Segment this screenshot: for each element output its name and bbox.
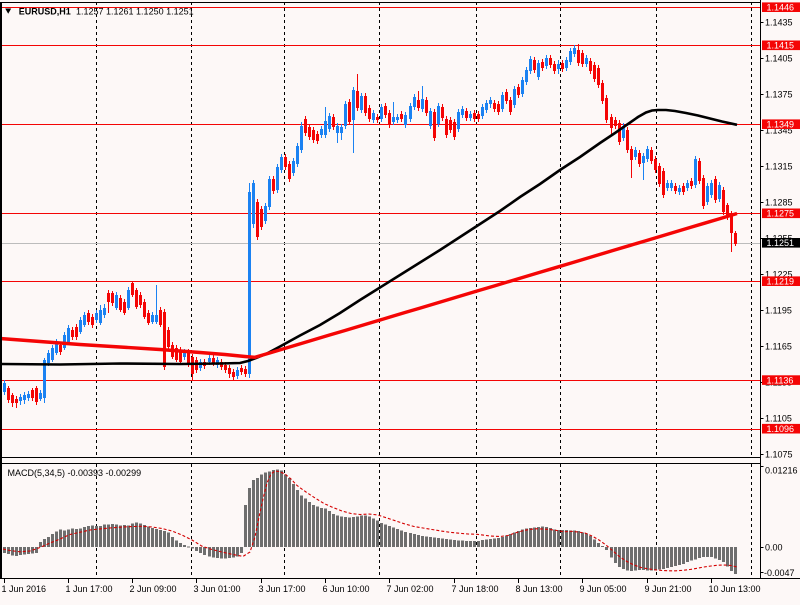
svg-text:8 Jun 13:00: 8 Jun 13:00 xyxy=(516,584,563,594)
svg-text:1.1096: 1.1096 xyxy=(767,424,795,434)
svg-text:1.1275: 1.1275 xyxy=(767,209,795,219)
svg-text:0.01216: 0.01216 xyxy=(765,465,798,475)
svg-text:1.1136: 1.1136 xyxy=(767,375,794,385)
svg-text:7 Jun 18:00: 7 Jun 18:00 xyxy=(452,584,499,594)
svg-text:2 Jun 09:00: 2 Jun 09:00 xyxy=(130,584,177,594)
svg-text:1.1165: 1.1165 xyxy=(765,341,792,351)
svg-text:6 Jun 10:00: 6 Jun 10:00 xyxy=(323,584,370,594)
svg-text:1.1345: 1.1345 xyxy=(765,125,793,135)
svg-text:1.1435: 1.1435 xyxy=(765,17,793,27)
svg-text:1.1349: 1.1349 xyxy=(767,120,795,130)
svg-text:1.1251: 1.1251 xyxy=(767,238,795,248)
svg-text:1.1225: 1.1225 xyxy=(765,269,793,279)
svg-text:1.1195: 1.1195 xyxy=(765,305,792,315)
svg-text:3 Jun 01:00: 3 Jun 01:00 xyxy=(194,584,241,594)
svg-text:1.1257 1.1261 1.1250 1.1251: 1.1257 1.1261 1.1250 1.1251 xyxy=(76,6,194,16)
svg-text:1.1315: 1.1315 xyxy=(765,161,793,171)
svg-text:1 Jun 2016: 1 Jun 2016 xyxy=(2,584,47,594)
svg-text:1.1375: 1.1375 xyxy=(765,89,793,99)
svg-text:MACD(5,34,5) -0.00393 -0.00299: MACD(5,34,5) -0.00393 -0.00299 xyxy=(8,468,142,478)
svg-text:-0.0047: -0.0047 xyxy=(764,568,795,578)
svg-text:9 Jun 05:00: 9 Jun 05:00 xyxy=(580,584,627,594)
svg-text:1.1219: 1.1219 xyxy=(767,277,795,287)
svg-text:1.1075: 1.1075 xyxy=(765,449,793,459)
svg-text:9 Jun 21:00: 9 Jun 21:00 xyxy=(645,584,692,594)
svg-text:3 Jun 17:00: 3 Jun 17:00 xyxy=(259,584,306,594)
svg-text:0.00: 0.00 xyxy=(765,542,783,552)
svg-text:1.1405: 1.1405 xyxy=(765,53,793,63)
svg-text:7 Jun 02:00: 7 Jun 02:00 xyxy=(387,584,434,594)
svg-text:1.1415: 1.1415 xyxy=(767,41,795,51)
svg-text:1.1285: 1.1285 xyxy=(765,197,793,207)
svg-text:1 Jun 17:00: 1 Jun 17:00 xyxy=(66,584,113,594)
svg-text:10 Jun 13:00: 10 Jun 13:00 xyxy=(709,584,761,594)
svg-text:EURUSD,H1: EURUSD,H1 xyxy=(19,6,71,16)
svg-text:1.1105: 1.1105 xyxy=(765,413,792,423)
svg-text:1.1446: 1.1446 xyxy=(767,3,795,13)
